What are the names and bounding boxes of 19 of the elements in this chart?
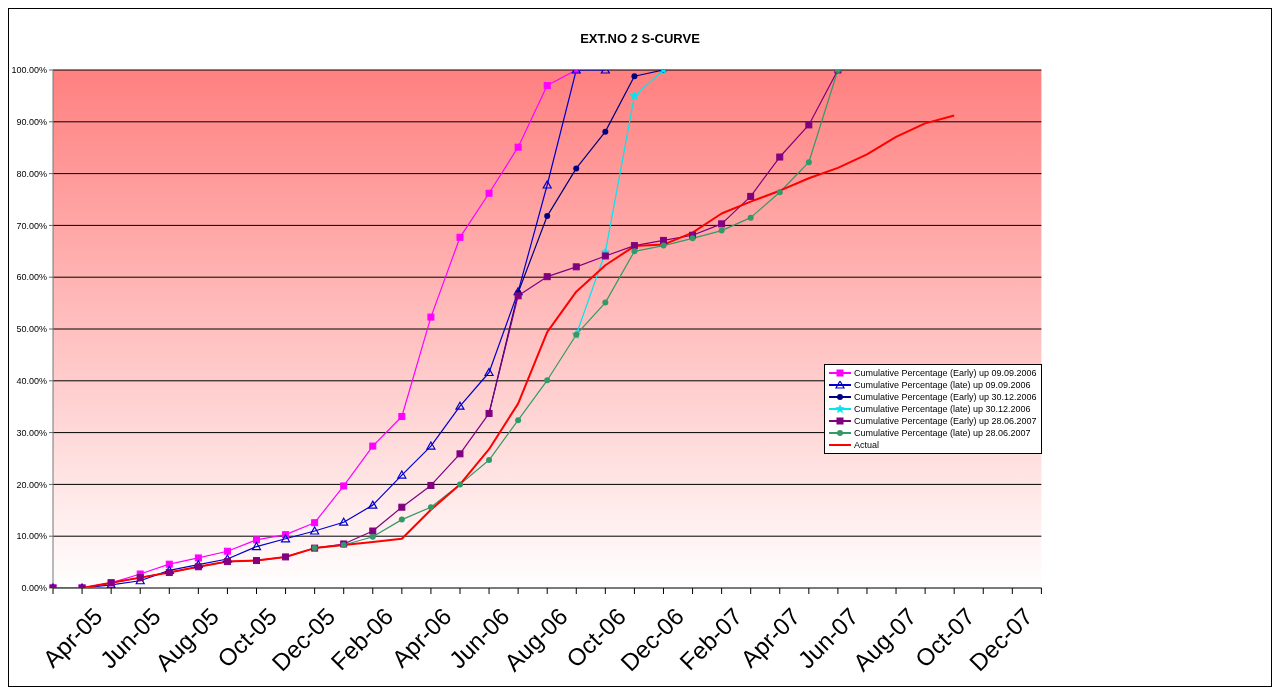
legend-label: Cumulative Percentage (late) up 28.06.2007 xyxy=(854,427,1031,439)
y-tick-label: 80.00% xyxy=(16,168,47,179)
legend-label: Cumulative Percentage (late) up 09.09.2006 xyxy=(854,379,1031,391)
y-tick-label: 10.00% xyxy=(16,531,47,542)
y-tick-label: 90.00% xyxy=(16,117,47,127)
legend-label: Actual xyxy=(854,439,880,451)
y-tick-label: 50.00% xyxy=(16,324,47,335)
legend-label: Cumulative Percentage (Early) up 09.09.2006 xyxy=(854,367,1037,379)
legend-label: Cumulative Percentage (late) up 30.12.2006 xyxy=(854,403,1031,415)
y-tick-label: 30.00% xyxy=(16,427,47,438)
chart-title: EXT.NO 2 S-CURVE xyxy=(579,31,701,46)
y-tick-label: 60.00% xyxy=(16,272,47,283)
legend-label: Cumulative Percentage (Early) up 30.12.2006 xyxy=(854,391,1037,403)
y-tick-label: 100.00% xyxy=(11,65,47,76)
y-tick-label: 40.00% xyxy=(16,375,47,386)
y-tick-label: 0.00% xyxy=(21,583,47,594)
legend-label: Cumulative Percentage (Early) up 28.06.2007 xyxy=(854,415,1037,427)
y-tick-label: 70.00% xyxy=(16,220,47,231)
y-tick-label: 20.00% xyxy=(16,479,47,490)
